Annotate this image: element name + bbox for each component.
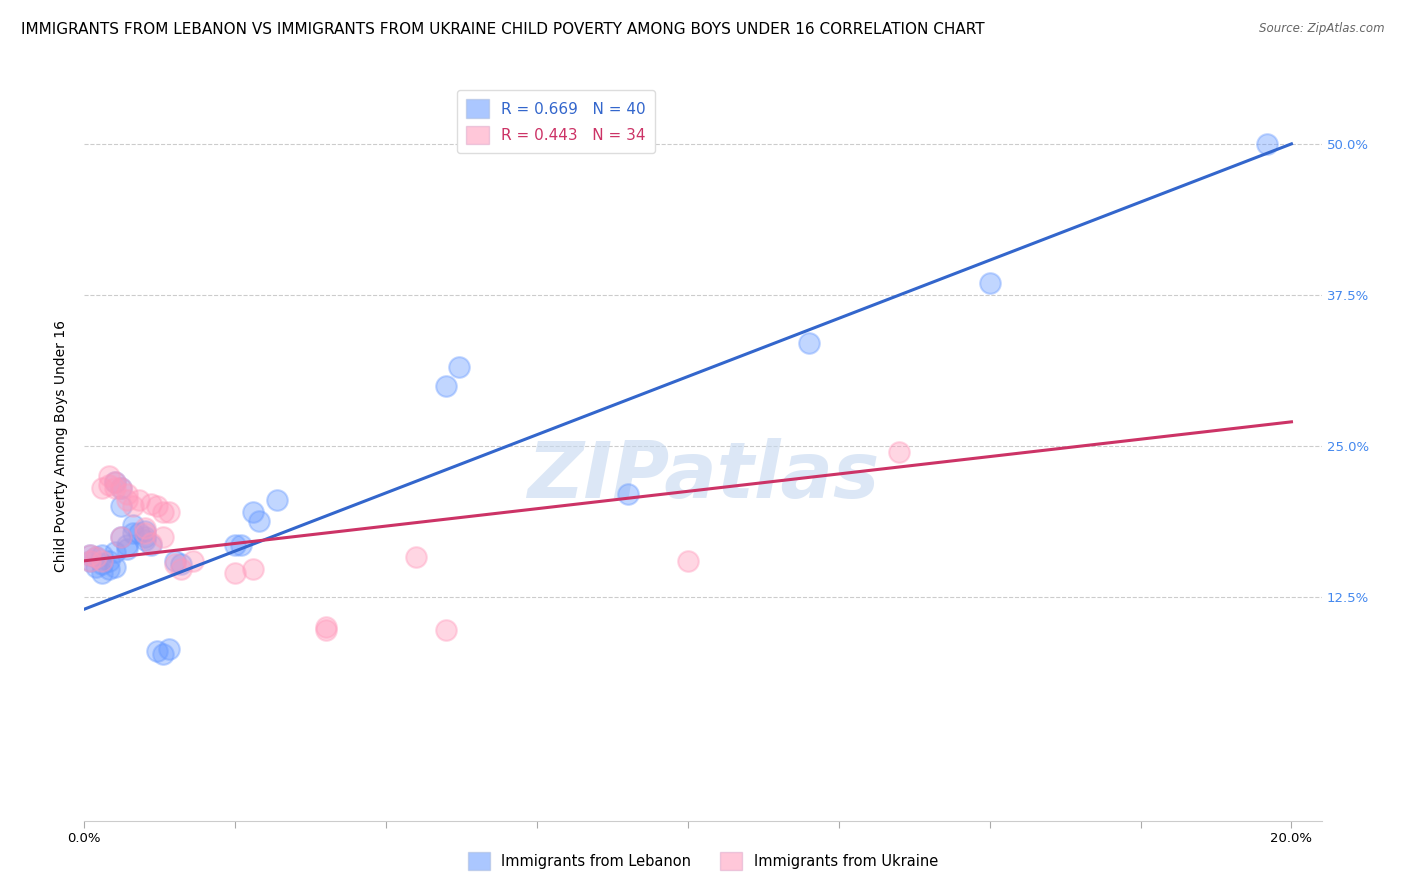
Point: [103, 481, 125, 495]
Point: [315, 620, 337, 634]
Point: [103, 545, 125, 559]
Point: [231, 538, 253, 552]
Point: [91, 558, 114, 572]
Point: [115, 493, 138, 508]
Point: [979, 276, 1001, 290]
Text: IMMIGRANTS FROM LEBANON VS IMMIGRANTS FROM UKRAINE CHILD POVERTY AMONG BOYS UNDE: IMMIGRANTS FROM LEBANON VS IMMIGRANTS FR…: [21, 22, 984, 37]
Point: [110, 530, 132, 544]
Point: [91, 481, 114, 495]
Point: [1256, 136, 1278, 151]
Point: [79, 554, 101, 568]
Point: [315, 623, 337, 637]
Point: [242, 506, 264, 520]
Point: [121, 526, 143, 541]
Point: [110, 481, 132, 495]
Point: [436, 623, 458, 637]
Point: [103, 475, 125, 490]
Point: [181, 554, 204, 568]
Point: [139, 535, 162, 549]
Point: [110, 530, 132, 544]
Point: [121, 517, 143, 532]
Point: [115, 538, 138, 552]
Point: [163, 554, 186, 568]
Text: ZIPatlas: ZIPatlas: [527, 438, 879, 514]
Point: [242, 562, 264, 576]
Y-axis label: Child Poverty Among Boys Under 16: Child Poverty Among Boys Under 16: [55, 320, 69, 572]
Point: [266, 493, 288, 508]
Point: [447, 360, 470, 375]
Point: [115, 487, 138, 501]
Text: Source: ZipAtlas.com: Source: ZipAtlas.com: [1260, 22, 1385, 36]
Point: [86, 550, 108, 565]
Point: [134, 526, 156, 541]
Point: [91, 554, 114, 568]
Point: [224, 538, 246, 552]
Point: [170, 558, 193, 572]
Point: [146, 500, 169, 514]
Point: [797, 336, 820, 351]
Point: [97, 477, 120, 491]
Point: [405, 550, 427, 565]
Point: [436, 378, 458, 392]
Point: [103, 475, 125, 490]
Point: [86, 550, 108, 565]
Point: [121, 500, 143, 514]
Point: [247, 514, 270, 528]
Point: [97, 554, 120, 568]
Point: [128, 526, 150, 541]
Point: [91, 548, 114, 562]
Point: [163, 558, 186, 572]
Point: [79, 548, 101, 562]
Legend: R = 0.669   N = 40, R = 0.443   N = 34: R = 0.669 N = 40, R = 0.443 N = 34: [457, 90, 655, 153]
Point: [91, 566, 114, 580]
Point: [97, 469, 120, 483]
Point: [115, 541, 138, 556]
Point: [134, 533, 156, 548]
Point: [616, 487, 638, 501]
Point: [97, 562, 120, 576]
Point: [889, 445, 911, 459]
Point: [128, 493, 150, 508]
Point: [134, 530, 156, 544]
Point: [152, 506, 174, 520]
Point: [139, 538, 162, 552]
Point: [152, 530, 174, 544]
Point: [224, 566, 246, 580]
Point: [134, 521, 156, 535]
Point: [146, 644, 169, 658]
Point: [676, 554, 699, 568]
Point: [103, 559, 125, 574]
Point: [110, 500, 132, 514]
Point: [157, 642, 180, 657]
Point: [157, 506, 180, 520]
Point: [86, 559, 108, 574]
Point: [110, 481, 132, 495]
Point: [139, 497, 162, 511]
Point: [134, 524, 156, 538]
Point: [79, 548, 101, 562]
Point: [79, 554, 101, 568]
Point: [170, 562, 193, 576]
Legend: Immigrants from Lebanon, Immigrants from Ukraine: Immigrants from Lebanon, Immigrants from…: [463, 847, 943, 876]
Point: [152, 647, 174, 661]
